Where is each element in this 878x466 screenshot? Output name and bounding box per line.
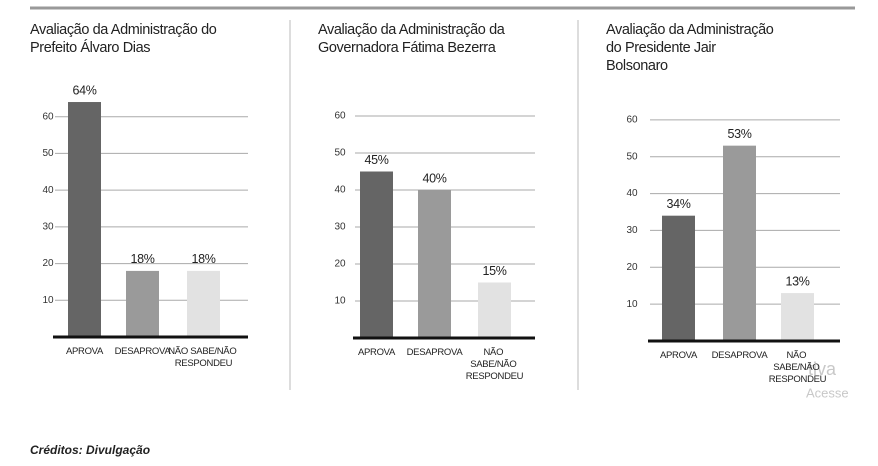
bar <box>187 270 220 337</box>
x-tick-label: DESAPROVA <box>115 346 172 357</box>
bar <box>68 102 101 338</box>
y-tick-label: 20 <box>626 262 638 273</box>
value-label: 15% <box>482 264 506 278</box>
x-tick-label: APROVA <box>660 350 698 361</box>
bar <box>418 190 451 338</box>
value-label: 18% <box>130 252 154 266</box>
chart-title: Avaliação da Administração do Presidente… <box>606 22 777 74</box>
x-tick-label: NÃO SABE/NÃO RESPONDEU <box>769 350 827 385</box>
watermark: tiva <box>808 359 837 379</box>
x-tick-label: NÃO SABE/NÃO RESPONDEU <box>466 347 524 382</box>
bar <box>360 171 393 338</box>
y-tick-label: 60 <box>42 111 54 122</box>
x-tick-label: APROVA <box>358 347 396 358</box>
y-tick-label: 50 <box>42 148 54 159</box>
y-tick-label: 50 <box>334 148 346 159</box>
y-tick-label: 60 <box>334 111 346 122</box>
bar <box>126 270 159 337</box>
bar <box>478 282 511 338</box>
y-tick-label: 20 <box>42 258 54 269</box>
x-tick-label: APROVA <box>66 346 104 357</box>
value-label: 18% <box>191 252 215 266</box>
chart-title: Avaliação da Administração do Prefeito Á… <box>30 22 220 56</box>
value-label: 53% <box>727 127 751 141</box>
bar <box>662 215 695 341</box>
y-tick-label: 60 <box>626 114 638 125</box>
y-tick-label: 30 <box>42 221 54 232</box>
y-tick-label: 20 <box>334 259 346 270</box>
y-tick-label: 10 <box>42 295 54 306</box>
x-tick-label: NÃO SABE/NÃO RESPONDEU <box>168 346 239 369</box>
y-tick-label: 10 <box>626 299 638 310</box>
bar <box>781 293 814 341</box>
y-tick-label: 30 <box>626 225 638 236</box>
y-tick-label: 40 <box>42 185 54 196</box>
x-tick-label: DESAPROVA <box>407 347 464 358</box>
y-tick-label: 30 <box>334 222 346 233</box>
y-tick-label: 40 <box>334 185 346 196</box>
value-label: 64% <box>72 83 96 97</box>
x-tick-label: DESAPROVA <box>712 350 769 361</box>
y-tick-label: 10 <box>334 296 346 307</box>
y-tick-label: 40 <box>626 188 638 199</box>
credits: Créditos: Divulgação <box>30 443 150 457</box>
y-tick-label: 50 <box>626 151 638 162</box>
value-label: 34% <box>666 197 690 211</box>
watermark: Acesse <box>806 385 849 400</box>
bar <box>723 145 756 341</box>
chart-title: Avaliação da Administração da Governador… <box>318 22 508 56</box>
value-label: 45% <box>364 153 388 167</box>
value-label: 13% <box>785 274 809 288</box>
value-label: 40% <box>422 171 446 185</box>
